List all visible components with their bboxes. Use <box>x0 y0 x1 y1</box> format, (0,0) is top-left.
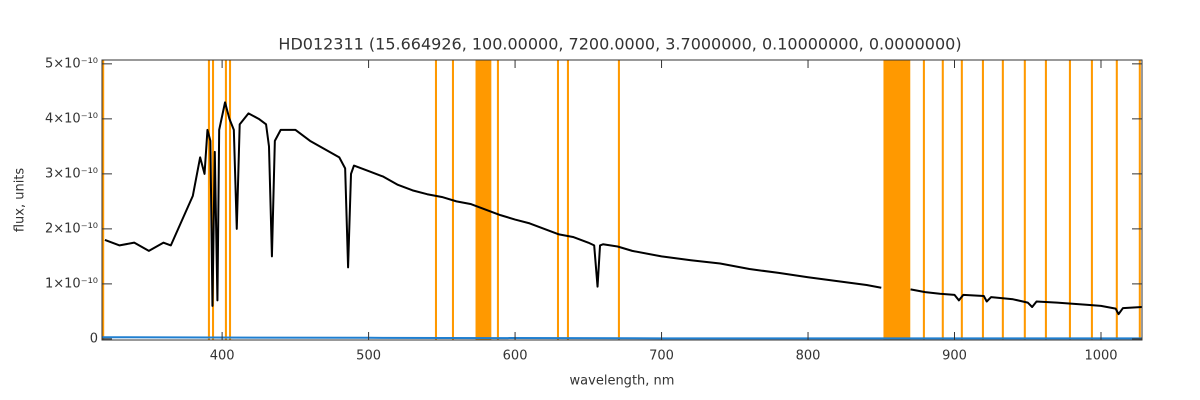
x-tick-label: 1000 <box>1084 349 1117 364</box>
masked-band <box>434 60 437 340</box>
x-axis-label: wavelength, nm <box>570 374 675 389</box>
masked-band <box>212 60 215 340</box>
masked-band <box>475 60 492 340</box>
x-tick-label: 500 <box>356 349 381 364</box>
masked-band <box>883 60 911 340</box>
masked-band <box>566 60 569 340</box>
chart-title: HD012311 (15.664926, 100.00000, 7200.000… <box>278 35 961 54</box>
masked-band <box>1068 60 1071 340</box>
masked-band <box>1023 60 1026 340</box>
x-tick-label: 400 <box>210 349 235 364</box>
y-tick-label: 5×10⁻¹⁰ <box>45 56 98 71</box>
masked-band <box>228 60 232 340</box>
masked-band <box>1090 60 1093 340</box>
masked-band <box>617 60 620 340</box>
y-tick-label: 1×10⁻¹⁰ <box>45 276 98 291</box>
masked-band <box>1138 60 1141 340</box>
y-tick-label: 3×10⁻¹⁰ <box>45 166 98 181</box>
masked-band <box>496 60 499 340</box>
masked-band <box>207 60 210 340</box>
masked-band <box>981 60 984 340</box>
y-tick-label: 4×10⁻¹⁰ <box>45 111 98 126</box>
masked-band <box>102 60 105 340</box>
y-axis-label: flux, units <box>13 168 28 233</box>
x-tick-label: 600 <box>503 349 528 364</box>
spectrum-line <box>101 336 1142 340</box>
x-tick-label: 800 <box>796 349 821 364</box>
masked-band <box>1115 60 1118 340</box>
axes: 400 500 600 700 800 900 1000 0 1×10⁻¹⁰ 2×10⁻¹⁰ 3×1… <box>45 56 1142 364</box>
plot-frame <box>101 59 1143 341</box>
x-tick-label: 900 <box>942 349 967 364</box>
masked-band <box>922 60 925 340</box>
y-tick-label: 2×10⁻¹⁰ <box>45 221 98 236</box>
masked-band <box>1001 60 1004 340</box>
masked-band <box>960 60 963 340</box>
masked-band <box>556 60 560 340</box>
y-tick-label: 0 <box>90 331 98 346</box>
spectrum-line <box>104 101 1143 316</box>
masked-band <box>224 60 227 340</box>
x-tick-label: 700 <box>649 349 674 364</box>
masked-band <box>1044 60 1047 340</box>
masked-band <box>941 60 944 340</box>
